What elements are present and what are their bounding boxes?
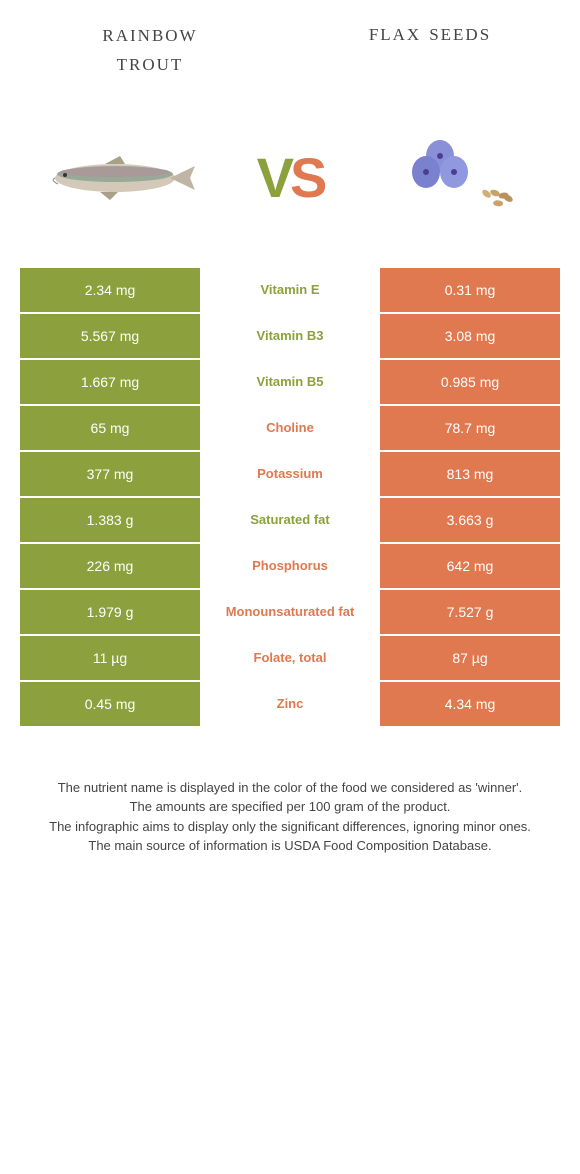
nutrient-table: 2.34 mgVitamin E0.31 mg5.567 mgVitamin B… [20,268,560,728]
vs-label: VS [257,145,324,210]
footer-line: The amounts are specified per 100 gram o… [40,797,540,817]
nutrient-name: Vitamin E [200,268,380,314]
left-value: 11 µg [20,636,200,682]
right-value: 813 mg [380,452,560,498]
left-value: 1.979 g [20,590,200,636]
nutrient-name: Vitamin B3 [200,314,380,360]
nutrient-name: Potassium [200,452,380,498]
nutrient-name: Choline [200,406,380,452]
left-value: 1.667 mg [20,360,200,406]
nutrient-name: Saturated fat [200,498,380,544]
right-value: 7.527 g [380,590,560,636]
right-food-image [380,128,540,228]
footer-line: The main source of information is USDA F… [40,836,540,856]
nutrient-name: Folate, total [200,636,380,682]
left-value: 0.45 mg [20,682,200,728]
right-value: 78.7 mg [380,406,560,452]
vs-s-letter: S [290,146,323,209]
footer-line: The nutrient name is displayed in the co… [40,778,540,798]
vs-v-letter: V [257,146,290,209]
right-value: 0.985 mg [380,360,560,406]
right-value: 3.663 g [380,498,560,544]
nutrient-name: Vitamin B5 [200,360,380,406]
table-row: 65 mgCholine78.7 mg [20,406,560,452]
table-row: 5.567 mgVitamin B33.08 mg [20,314,560,360]
left-value: 5.567 mg [20,314,200,360]
nutrient-name: Monounsaturated fat [200,590,380,636]
footer-notes: The nutrient name is displayed in the co… [20,778,560,856]
table-row: 0.45 mgZinc4.34 mg [20,682,560,728]
nutrient-name: Zinc [200,682,380,728]
right-value: 642 mg [380,544,560,590]
left-value: 226 mg [20,544,200,590]
left-food-title: rainbowtrout [50,20,250,78]
left-value: 1.383 g [20,498,200,544]
table-row: 377 mgPotassium813 mg [20,452,560,498]
right-value: 3.08 mg [380,314,560,360]
table-row: 11 µgFolate, total87 µg [20,636,560,682]
table-row: 2.34 mgVitamin E0.31 mg [20,268,560,314]
left-value: 2.34 mg [20,268,200,314]
comparison-header: rainbowtrout flax seeds [20,20,560,98]
vs-row: VS [20,128,560,228]
left-food-image [40,128,200,228]
left-value: 65 mg [20,406,200,452]
table-row: 1.979 gMonounsaturated fat7.527 g [20,590,560,636]
right-value: 4.34 mg [380,682,560,728]
right-value: 0.31 mg [380,268,560,314]
right-value: 87 µg [380,636,560,682]
footer-line: The infographic aims to display only the… [40,817,540,837]
right-food-title: flax seeds [330,20,530,47]
table-row: 226 mgPhosphorus642 mg [20,544,560,590]
table-row: 1.383 gSaturated fat3.663 g [20,498,560,544]
table-row: 1.667 mgVitamin B50.985 mg [20,360,560,406]
left-value: 377 mg [20,452,200,498]
nutrient-name: Phosphorus [200,544,380,590]
